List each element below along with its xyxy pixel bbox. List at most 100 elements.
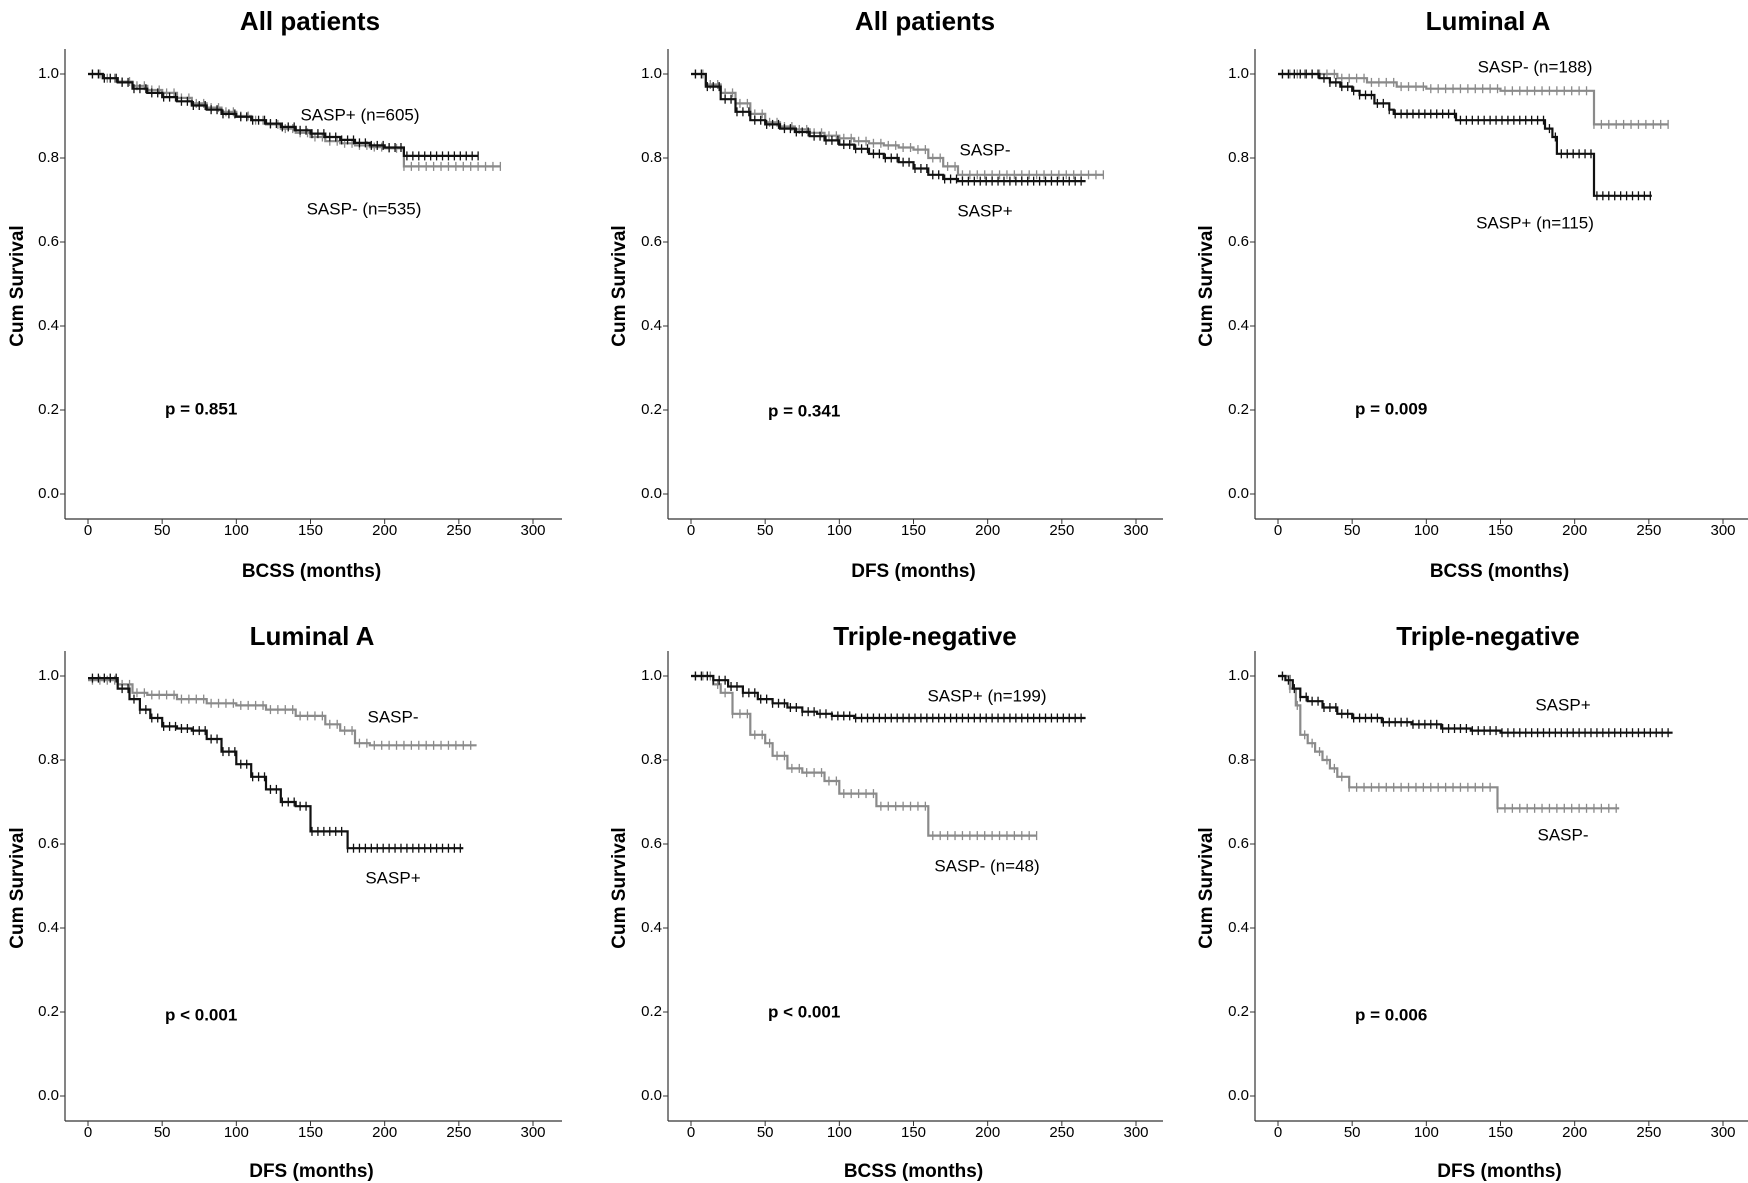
x-tick-label: 100 xyxy=(1414,522,1439,539)
y-tick-label: 1.0 xyxy=(1228,667,1249,684)
x-tick-label: 200 xyxy=(372,522,397,539)
chart-title: All patients xyxy=(240,6,380,36)
km-curve xyxy=(691,674,1037,837)
km-curve xyxy=(1278,72,1669,126)
y-tick-label: 0.0 xyxy=(1228,1087,1249,1104)
x-tick-label: 250 xyxy=(1636,522,1661,539)
panel-tn-dfs: Triple-negative 0.0 0.2 0.4 0.6 0.8 1.0 0 50 100 1… xyxy=(1196,621,1748,1182)
km-curve xyxy=(691,72,1086,183)
panel-luma-dfs: Luminal A 0.0 0.2 0.4 0.6 0.8 1.0 0 50 100 150 200 2… xyxy=(7,621,562,1182)
chart-title: Luminal A xyxy=(250,621,375,651)
series-label: SASP+ xyxy=(957,201,1012,220)
chart-title: Triple-negative xyxy=(1396,621,1580,651)
x-tick-label: 0 xyxy=(1274,522,1282,539)
x-tick-label: 100 xyxy=(1414,1124,1439,1141)
x-axis-label: DFS (months) xyxy=(851,561,976,582)
x-tick-label: 50 xyxy=(154,1124,171,1141)
series-label: SASP+ xyxy=(365,868,420,887)
y-tick-label: 0.8 xyxy=(641,751,662,768)
km-curve xyxy=(88,677,464,850)
panel-tn-bcss: Triple-negative 0.0 0.2 0.4 0.6 0.8 1.0 0 50 100 1… xyxy=(609,621,1163,1182)
y-tick-label: 0.8 xyxy=(641,149,662,166)
x-axis-label: DFS (months) xyxy=(1437,1161,1562,1182)
y-tick-label: 1.0 xyxy=(38,65,59,82)
y-tick-label: 0.0 xyxy=(38,485,59,502)
y-tick-label: 0.8 xyxy=(38,751,59,768)
x-tick-label: 300 xyxy=(1123,1124,1148,1141)
y-tick-label: 0.2 xyxy=(38,1003,59,1020)
y-tick-label: 0.4 xyxy=(1228,919,1249,936)
series-label: SASP- xyxy=(367,707,418,726)
x-tick-label: 100 xyxy=(224,1124,249,1141)
x-tick-label: 300 xyxy=(520,522,545,539)
p-value: p < 0.001 xyxy=(165,1005,237,1024)
x-tick-label: 0 xyxy=(1274,1124,1282,1141)
y-axis-label: Cum Survival xyxy=(7,827,28,948)
series-sasp-negative xyxy=(1278,69,1669,129)
y-axis-label: Cum Survival xyxy=(609,827,630,948)
y-tick-label: 1.0 xyxy=(1228,65,1249,82)
x-tick-label: 150 xyxy=(298,522,323,539)
x-tick-label: 150 xyxy=(1488,1124,1513,1141)
x-tick-label: 200 xyxy=(1562,522,1587,539)
y-tick-label: 0.0 xyxy=(1228,485,1249,502)
x-tick-label: 150 xyxy=(298,1124,323,1141)
x-tick-label: 250 xyxy=(1636,1124,1661,1141)
p-value: p = 0.009 xyxy=(1355,399,1427,418)
y-tick-label: 0.6 xyxy=(641,835,662,852)
y-tick-label: 0.0 xyxy=(641,1087,662,1104)
x-tick-label: 200 xyxy=(975,522,1000,539)
y-tick-label: 0.2 xyxy=(641,1003,662,1020)
x-tick-label: 300 xyxy=(1123,522,1148,539)
x-tick-label: 50 xyxy=(1344,1124,1361,1141)
x-tick-label: 150 xyxy=(901,1124,926,1141)
y-tick-label: 0.0 xyxy=(38,1087,59,1104)
series-sasp-positive xyxy=(88,673,464,853)
y-tick-label: 0.8 xyxy=(38,149,59,166)
y-tick-label: 0.2 xyxy=(38,401,59,418)
y-tick-label: 0.6 xyxy=(38,233,59,250)
y-axis-label: Cum Survival xyxy=(609,225,630,346)
x-tick-label: 250 xyxy=(1049,1124,1074,1141)
x-tick-label: 150 xyxy=(901,522,926,539)
x-tick-label: 200 xyxy=(372,1124,397,1141)
series-label: SASP- (n=535) xyxy=(307,199,422,218)
x-tick-label: 50 xyxy=(1344,522,1361,539)
series-sasp-negative xyxy=(691,69,1105,180)
x-tick-label: 250 xyxy=(446,522,471,539)
series-sasp-negative xyxy=(1278,671,1620,813)
x-tick-label: 300 xyxy=(1710,1124,1735,1141)
x-tick-label: 0 xyxy=(687,522,695,539)
panel-luma-bcss: Luminal A 0.0 0.2 0.4 0.6 0.8 1.0 0 50 100 150 200 2… xyxy=(1196,6,1748,582)
p-value: p = 0.851 xyxy=(165,399,237,418)
y-tick-label: 0.6 xyxy=(1228,835,1249,852)
y-tick-label: 1.0 xyxy=(641,65,662,82)
series-label: SASP+ (n=605) xyxy=(300,105,419,124)
y-tick-label: 0.4 xyxy=(38,317,59,334)
x-tick-label: 200 xyxy=(975,1124,1000,1141)
series-sasp-positive xyxy=(691,69,1086,186)
x-tick-label: 300 xyxy=(1710,522,1735,539)
x-tick-label: 50 xyxy=(757,522,774,539)
x-tick-label: 150 xyxy=(1488,522,1513,539)
km-curve xyxy=(1278,674,1620,810)
x-axis-label: BCSS (months) xyxy=(1430,561,1569,582)
series-sasp-negative xyxy=(691,671,1038,841)
x-tick-label: 0 xyxy=(84,1124,92,1141)
y-tick-label: 0.0 xyxy=(641,485,662,502)
series-label: SASP+ xyxy=(1535,695,1590,714)
panel-all-dfs: All patients 0.0 0.2 0.4 0.6 0.8 1.0 0 50 100 150 2… xyxy=(609,6,1163,582)
y-tick-label: 0.4 xyxy=(641,317,662,334)
series-sasp-positive xyxy=(1278,671,1673,738)
y-axis-label: Cum Survival xyxy=(1196,225,1217,346)
x-tick-label: 250 xyxy=(446,1124,471,1141)
y-tick-label: 0.8 xyxy=(1228,149,1249,166)
x-tick-label: 250 xyxy=(1049,522,1074,539)
p-value: p = 0.341 xyxy=(768,401,840,420)
y-tick-label: 1.0 xyxy=(641,667,662,684)
x-axis-label: BCSS (months) xyxy=(242,561,381,582)
x-tick-label: 50 xyxy=(757,1124,774,1141)
panel-all-bcss: All patients 0.0 0.2 0.4 0.6 0.8 1.0 0 50 100 150 2… xyxy=(7,6,562,582)
chart-title: Luminal A xyxy=(1426,6,1551,36)
y-tick-label: 1.0 xyxy=(38,667,59,684)
